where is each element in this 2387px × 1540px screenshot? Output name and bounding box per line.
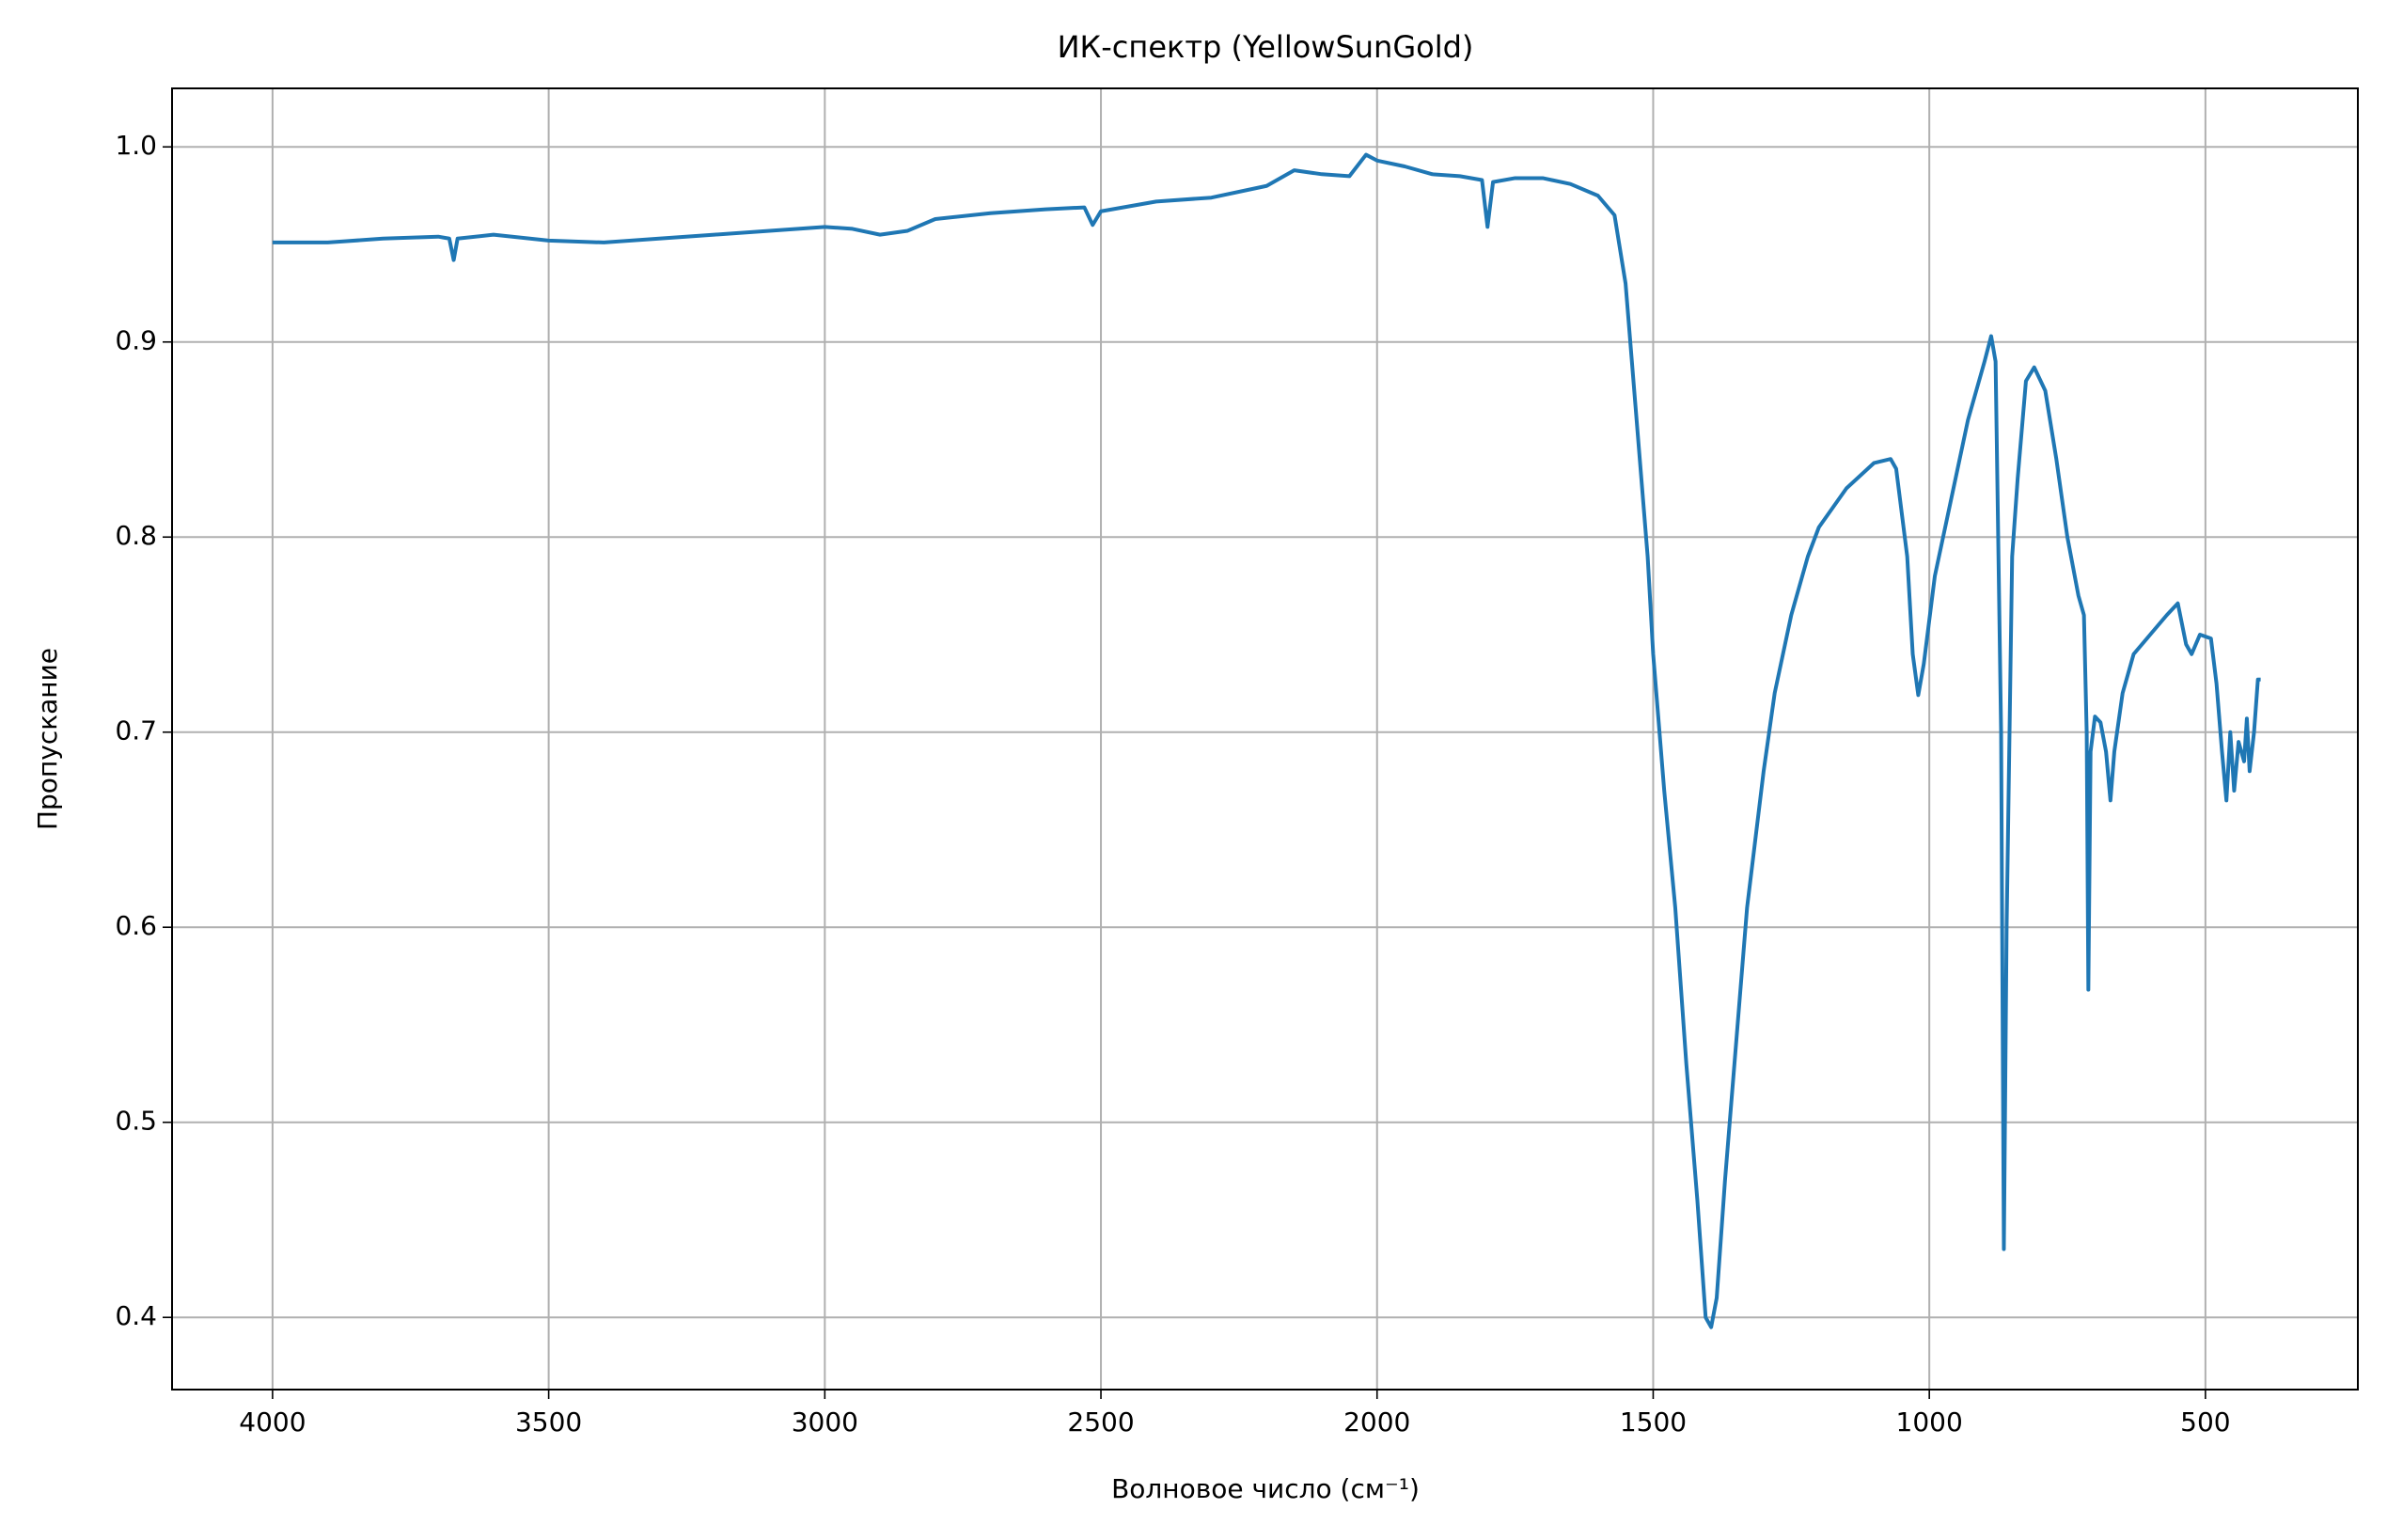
y-tick-label: 0.7 — [115, 715, 157, 746]
x-tick-label: 3500 — [515, 1406, 582, 1438]
x-tick-label: 2500 — [1067, 1406, 1134, 1438]
x-tick-label: 1000 — [1896, 1406, 1963, 1438]
x-tick-label: 3000 — [792, 1406, 858, 1438]
y-tick-label: 1.0 — [115, 130, 157, 161]
y-axis-label: Пропускание — [32, 648, 63, 830]
chart-title: ИК-спектр (YellowSunGold) — [1058, 29, 1474, 65]
x-tick-label: 1500 — [1620, 1406, 1687, 1438]
y-tick-label: 0.5 — [115, 1106, 157, 1137]
x-tick-label: 4000 — [239, 1406, 306, 1438]
x-tick-label: 2000 — [1343, 1406, 1410, 1438]
plot-frame — [171, 87, 2359, 1391]
spectrum-line — [272, 152, 2261, 1329]
y-tick-label: 0.9 — [115, 325, 157, 356]
x-tick-label: 500 — [2180, 1406, 2230, 1438]
y-tick-label: 0.6 — [115, 910, 157, 941]
x-axis-label: Волновое число (см⁻¹) — [1111, 1473, 1420, 1504]
y-tick-label: 0.4 — [115, 1300, 157, 1331]
y-tick-label: 0.8 — [115, 520, 157, 551]
